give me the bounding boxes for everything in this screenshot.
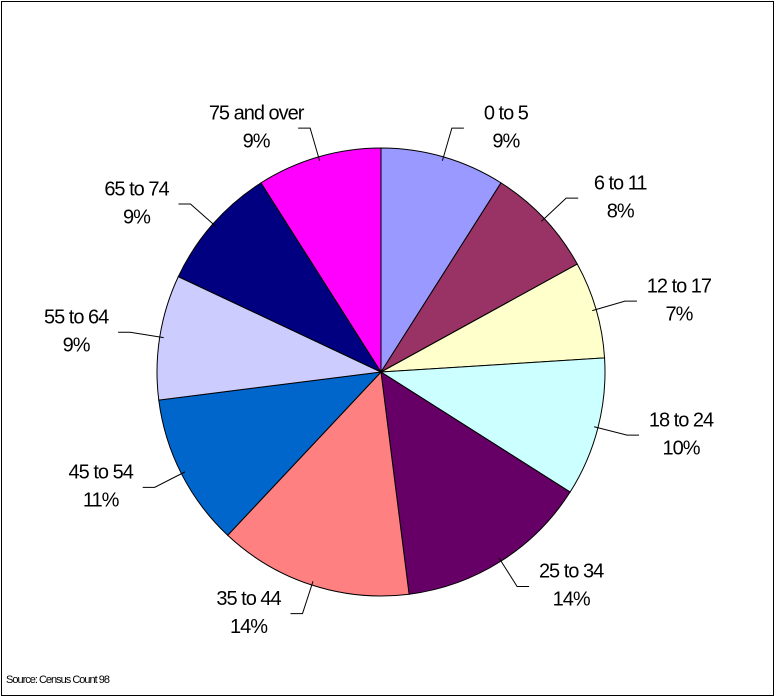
source-note: Source: Census Count 98 bbox=[6, 674, 110, 686]
slice-value-label: 7% bbox=[665, 303, 693, 325]
slice-label: 0 to 5 bbox=[484, 102, 529, 124]
slice-value-label: 10% bbox=[663, 437, 701, 459]
slice-label: 55 to 64 bbox=[44, 307, 109, 329]
leader-line bbox=[592, 300, 637, 312]
leader-line bbox=[298, 127, 321, 161]
slice-label: 35 to 44 bbox=[216, 588, 281, 610]
leader-line bbox=[498, 557, 530, 587]
slice-value-label: 9% bbox=[492, 130, 520, 152]
leader-line bbox=[118, 331, 164, 339]
slice-label: 18 to 24 bbox=[649, 409, 714, 431]
leader-line bbox=[541, 197, 579, 222]
slice-label: 75 and over bbox=[209, 102, 305, 124]
leader-line bbox=[290, 581, 314, 615]
slice-label: 65 to 74 bbox=[104, 178, 169, 200]
slice-value-label: 9% bbox=[123, 206, 151, 228]
slice-value-label: 14% bbox=[553, 589, 591, 611]
slice-value-label: 9% bbox=[63, 335, 91, 357]
slice-label: 12 to 17 bbox=[647, 275, 712, 297]
slice-label: 6 to 11 bbox=[594, 172, 648, 194]
leader-line bbox=[593, 426, 640, 436]
slice-value-label: 11% bbox=[83, 490, 120, 512]
leader-line bbox=[178, 203, 217, 227]
leader-line bbox=[142, 471, 186, 488]
slice-value-label: 9% bbox=[243, 130, 271, 152]
slice-value-label: 8% bbox=[607, 200, 635, 222]
slice-label: 45 to 54 bbox=[69, 462, 134, 484]
slice-value-label: 14% bbox=[230, 616, 268, 638]
slice-label: 25 to 34 bbox=[539, 561, 604, 583]
leader-line bbox=[441, 127, 464, 161]
